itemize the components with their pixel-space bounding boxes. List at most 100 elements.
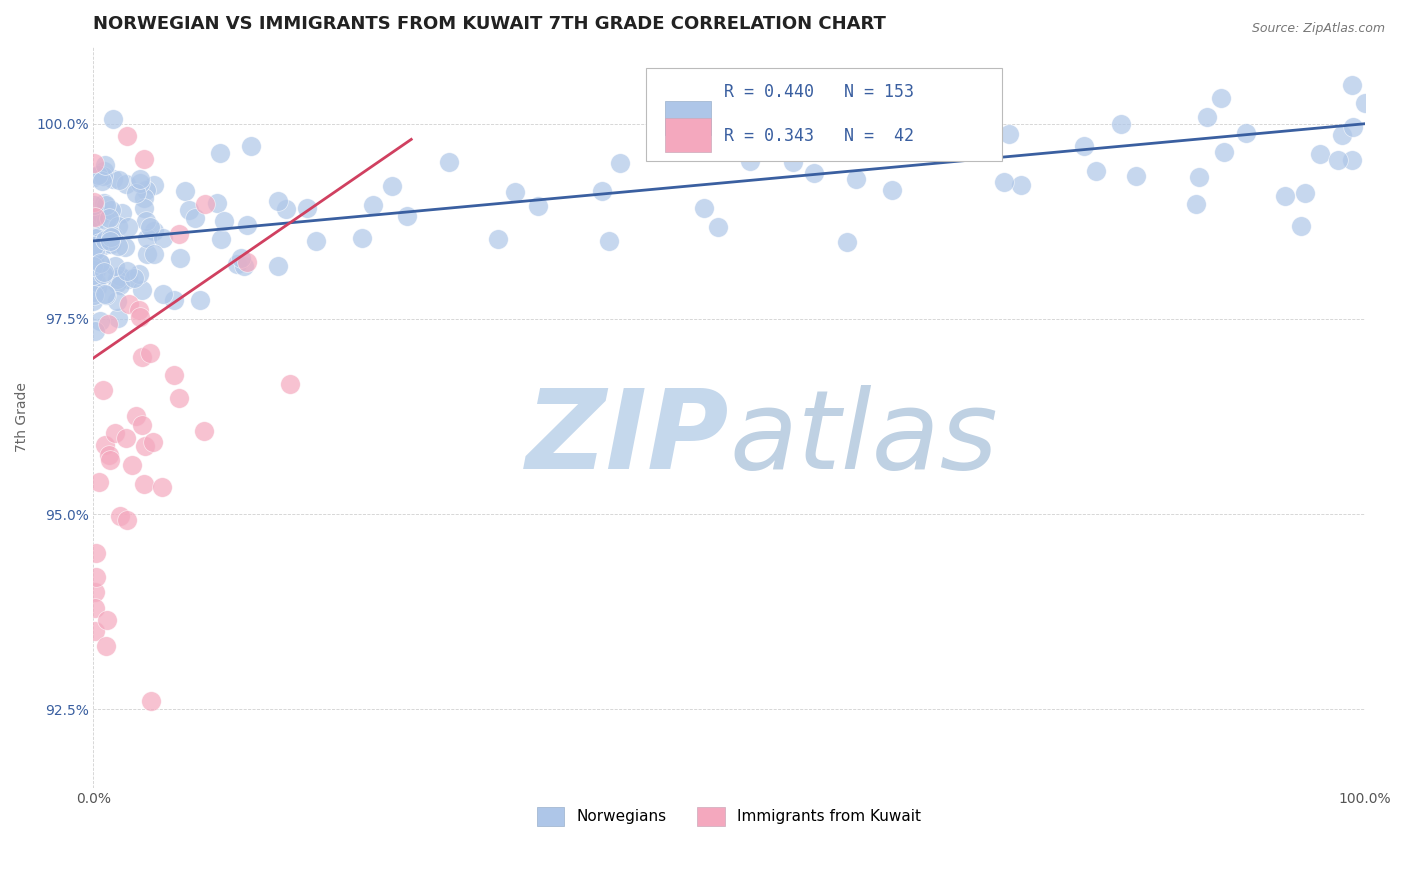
Point xyxy=(835,235,858,249)
Text: R = 0.343   N =  42: R = 0.343 N = 42 xyxy=(724,128,914,145)
Point xyxy=(1195,110,1218,124)
Point xyxy=(142,434,165,449)
Point xyxy=(707,220,730,235)
Point xyxy=(235,219,257,233)
Point xyxy=(110,269,132,284)
Point xyxy=(104,426,127,441)
Point xyxy=(91,169,114,183)
Point xyxy=(232,259,254,273)
Text: ZIP: ZIP xyxy=(526,385,730,492)
Point xyxy=(83,239,105,253)
Point xyxy=(83,232,105,246)
Point xyxy=(131,283,153,297)
Point xyxy=(591,184,613,198)
Point xyxy=(94,639,117,653)
Point xyxy=(692,201,714,215)
Point xyxy=(142,224,165,238)
Point xyxy=(86,228,108,243)
Point xyxy=(98,453,121,467)
Point xyxy=(82,260,104,274)
Point xyxy=(128,267,150,281)
Point xyxy=(139,694,162,708)
Text: atlas: atlas xyxy=(730,385,998,492)
Point xyxy=(163,293,186,307)
Point xyxy=(305,234,328,248)
Point xyxy=(121,458,143,472)
Point xyxy=(1085,164,1108,178)
Point xyxy=(93,164,115,178)
Point xyxy=(267,194,290,209)
Point xyxy=(89,235,111,250)
Point xyxy=(87,168,110,182)
Point xyxy=(1234,126,1257,140)
Point xyxy=(90,207,112,221)
Point xyxy=(527,199,550,213)
Point xyxy=(115,513,138,527)
Point xyxy=(117,264,139,278)
Point xyxy=(82,268,104,282)
Point xyxy=(135,246,157,260)
Point xyxy=(1289,219,1312,233)
Point xyxy=(98,235,121,249)
Point xyxy=(83,197,105,211)
Point xyxy=(91,173,114,187)
Point xyxy=(89,256,111,270)
Point xyxy=(209,232,232,246)
Point xyxy=(226,257,249,271)
Point xyxy=(1341,78,1364,92)
Point xyxy=(94,234,117,248)
Point xyxy=(132,152,155,166)
Point xyxy=(101,229,124,244)
Point xyxy=(83,324,105,338)
Point xyxy=(91,267,114,281)
Point xyxy=(84,263,107,277)
Point xyxy=(997,127,1019,141)
Point xyxy=(96,288,118,302)
Point xyxy=(125,409,148,424)
Point xyxy=(84,569,107,583)
Point xyxy=(83,170,105,185)
Point xyxy=(177,203,200,218)
Point xyxy=(82,210,104,224)
Point xyxy=(117,220,139,235)
Point xyxy=(1309,146,1331,161)
Point xyxy=(118,297,141,311)
Point xyxy=(276,202,298,216)
Point xyxy=(129,176,152,190)
Point xyxy=(381,178,404,193)
Point xyxy=(84,213,107,227)
Point xyxy=(598,234,620,248)
Point xyxy=(132,477,155,491)
Y-axis label: 7th Grade: 7th Grade xyxy=(15,382,30,451)
Point xyxy=(1354,96,1376,111)
Point xyxy=(103,112,125,126)
Point xyxy=(83,231,105,245)
Point xyxy=(131,350,153,364)
Point xyxy=(280,376,302,391)
Point xyxy=(350,231,373,245)
Point xyxy=(105,294,128,309)
Point xyxy=(132,191,155,205)
Point xyxy=(240,139,263,153)
Point xyxy=(82,293,104,308)
Point xyxy=(167,227,190,241)
Point xyxy=(82,254,104,268)
Text: R = 0.440   N = 153: R = 0.440 N = 153 xyxy=(724,84,914,102)
Point xyxy=(1185,197,1208,211)
Point xyxy=(83,254,105,268)
Point xyxy=(100,236,122,251)
Point xyxy=(125,186,148,201)
Point xyxy=(89,314,111,328)
Point xyxy=(100,230,122,244)
Point xyxy=(105,272,128,286)
Point xyxy=(1010,178,1032,193)
Point xyxy=(83,624,105,639)
Point xyxy=(97,211,120,226)
Point xyxy=(229,252,252,266)
Point xyxy=(193,424,215,438)
Point xyxy=(993,176,1015,190)
Point xyxy=(87,475,110,490)
Point xyxy=(297,201,319,215)
Point xyxy=(188,293,211,307)
Point xyxy=(129,310,152,324)
